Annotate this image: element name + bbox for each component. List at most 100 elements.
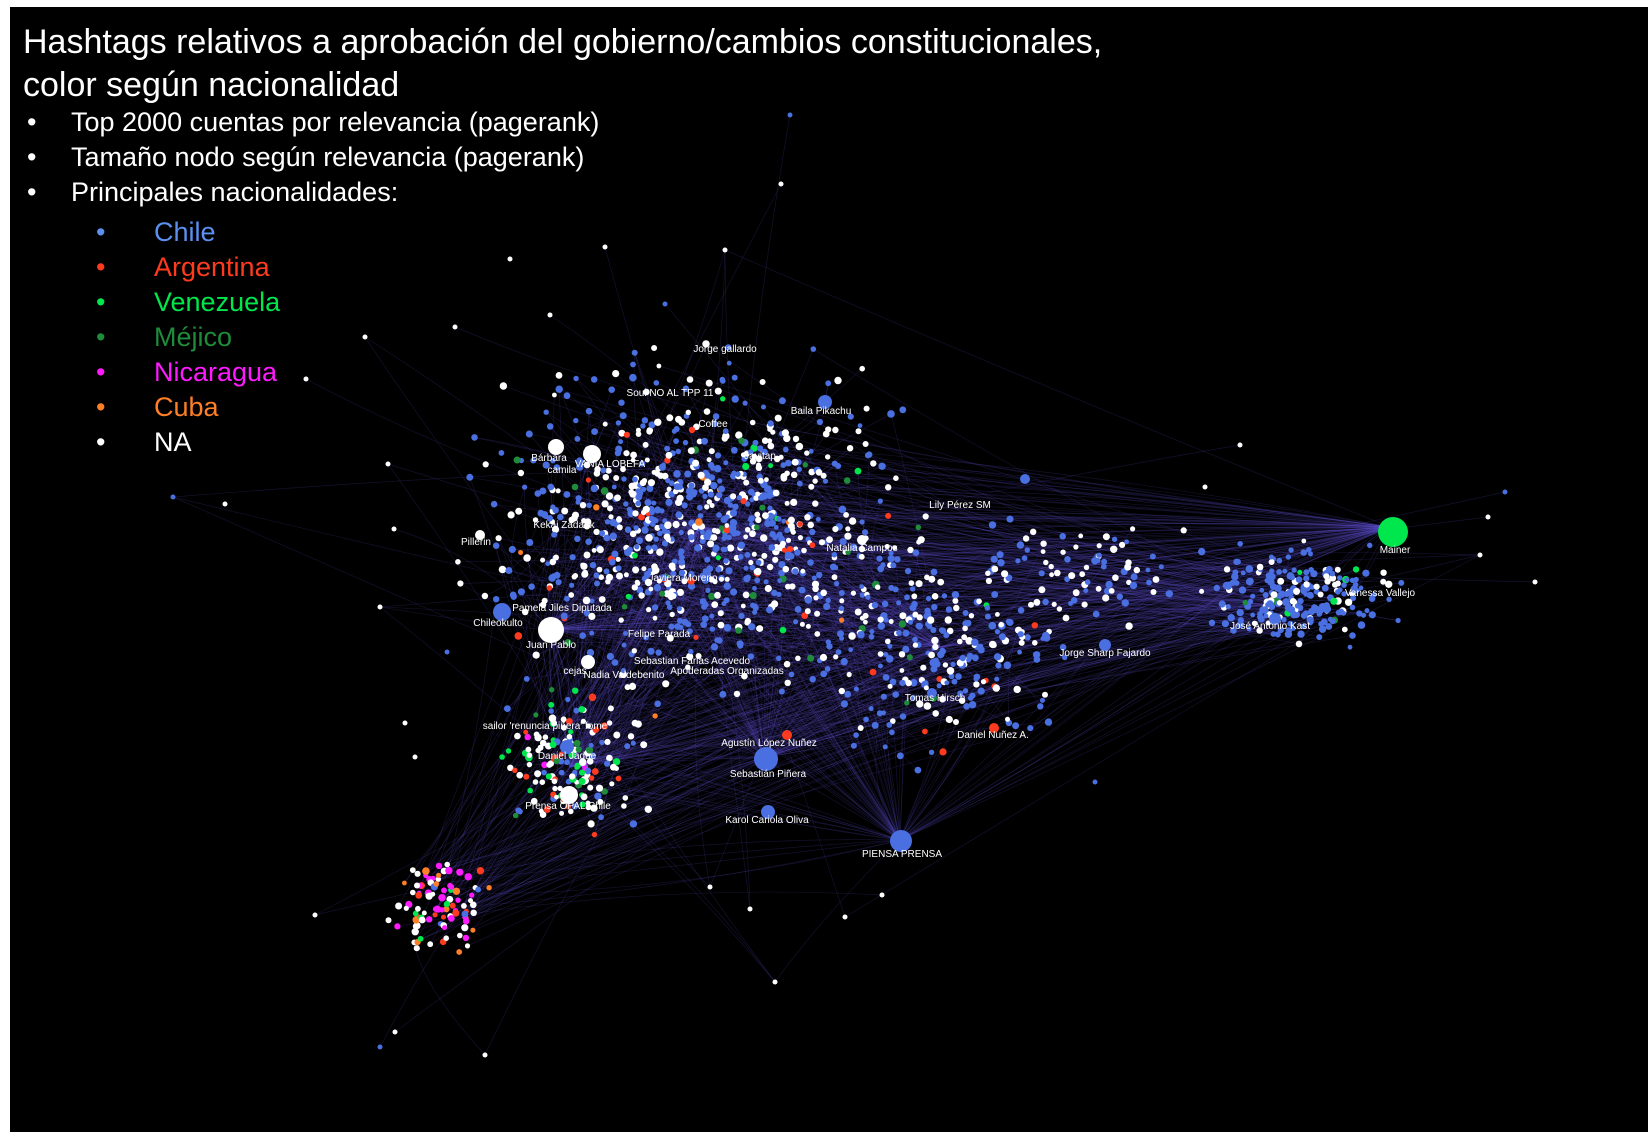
edge [725, 549, 941, 648]
edge [569, 598, 1390, 768]
node-label: Pillerin [461, 537, 491, 548]
edge [569, 383, 710, 768]
edge [939, 577, 1293, 648]
graph-node [894, 556, 901, 563]
graph-node [871, 721, 879, 729]
graph-node [962, 610, 969, 616]
graph-node [1380, 578, 1387, 585]
graph-node [681, 578, 688, 585]
edge [1007, 629, 1019, 723]
edge [860, 633, 901, 841]
graph-node [1290, 625, 1296, 631]
graph-node [523, 554, 531, 562]
graph-node [951, 591, 960, 599]
graph-node [1301, 538, 1307, 544]
graph-node [658, 463, 667, 471]
graph-node [385, 917, 392, 924]
graph-node [797, 521, 803, 527]
edge [549, 516, 1489, 630]
graph-node [539, 487, 547, 495]
edge [571, 526, 701, 756]
graph-node [513, 456, 521, 464]
graph-node [629, 530, 637, 538]
edge [364, 336, 628, 688]
graph-node [801, 547, 807, 554]
edge [710, 543, 1052, 576]
graph-node [831, 551, 838, 558]
graph-node [593, 528, 600, 536]
graph-node [1238, 586, 1247, 594]
edge [570, 567, 837, 812]
graph-node [1054, 569, 1061, 577]
graph-node [709, 503, 715, 508]
edge [666, 576, 901, 841]
graph-node [857, 631, 865, 639]
edge [467, 422, 619, 877]
graph-node [848, 632, 856, 640]
graph-node [1102, 533, 1110, 541]
graph-node [524, 733, 531, 741]
graph-node [1006, 515, 1014, 523]
edge [552, 506, 1106, 599]
graph-node [432, 906, 439, 912]
edge [394, 756, 766, 1033]
graph-node [959, 654, 966, 662]
edge [450, 632, 900, 917]
graph-node [654, 700, 661, 708]
edge [613, 588, 816, 768]
edge [583, 646, 941, 722]
edge [443, 560, 1280, 926]
graph-node [641, 417, 649, 424]
graph-node [995, 662, 1002, 669]
graph-node [580, 793, 588, 801]
edge [609, 491, 677, 759]
graph-node [815, 469, 823, 476]
graph-node [1095, 585, 1102, 592]
graph-node [1288, 547, 1294, 553]
graph-node [675, 511, 683, 519]
legend-item-nicaragua: • Nicaragua [90, 355, 280, 390]
graph-node [457, 580, 464, 587]
graph-node [1295, 576, 1303, 583]
edge [634, 526, 1391, 652]
node-label: Tomas Hirsch [905, 693, 966, 704]
graph-node [565, 718, 573, 725]
graph-node [1245, 565, 1254, 573]
graph-node [1344, 577, 1350, 583]
graph-node [717, 610, 724, 617]
edge [713, 553, 901, 841]
graph-node [573, 375, 579, 382]
graph-node [707, 884, 713, 890]
graph-node [920, 664, 927, 671]
edge [734, 532, 977, 685]
graph-node [645, 534, 653, 542]
edge [1007, 613, 1360, 666]
graph-node [712, 413, 720, 420]
edge [1006, 603, 1022, 611]
graph-node [620, 466, 626, 473]
graph-node [1165, 590, 1174, 598]
edge [764, 546, 888, 758]
edge [764, 625, 1130, 758]
edge [574, 610, 928, 807]
graph-node [582, 596, 591, 605]
edge [314, 727, 1031, 916]
edge [719, 489, 1391, 528]
graph-node [1146, 579, 1152, 586]
graph-node [965, 637, 973, 645]
graph-node [1233, 580, 1240, 586]
edge [569, 632, 907, 768]
graph-node [932, 710, 939, 717]
edge [416, 646, 941, 926]
edge [646, 391, 766, 758]
legend-item-argentina: • Argentina [90, 250, 280, 285]
graph-node [1247, 577, 1254, 585]
graph-node [763, 579, 769, 585]
graph-node [962, 625, 968, 632]
graph-node [955, 673, 962, 680]
graph-node [624, 526, 632, 533]
graph-node [569, 582, 575, 588]
graph-node [777, 578, 783, 584]
graph-node [507, 764, 514, 771]
edge [549, 581, 941, 630]
